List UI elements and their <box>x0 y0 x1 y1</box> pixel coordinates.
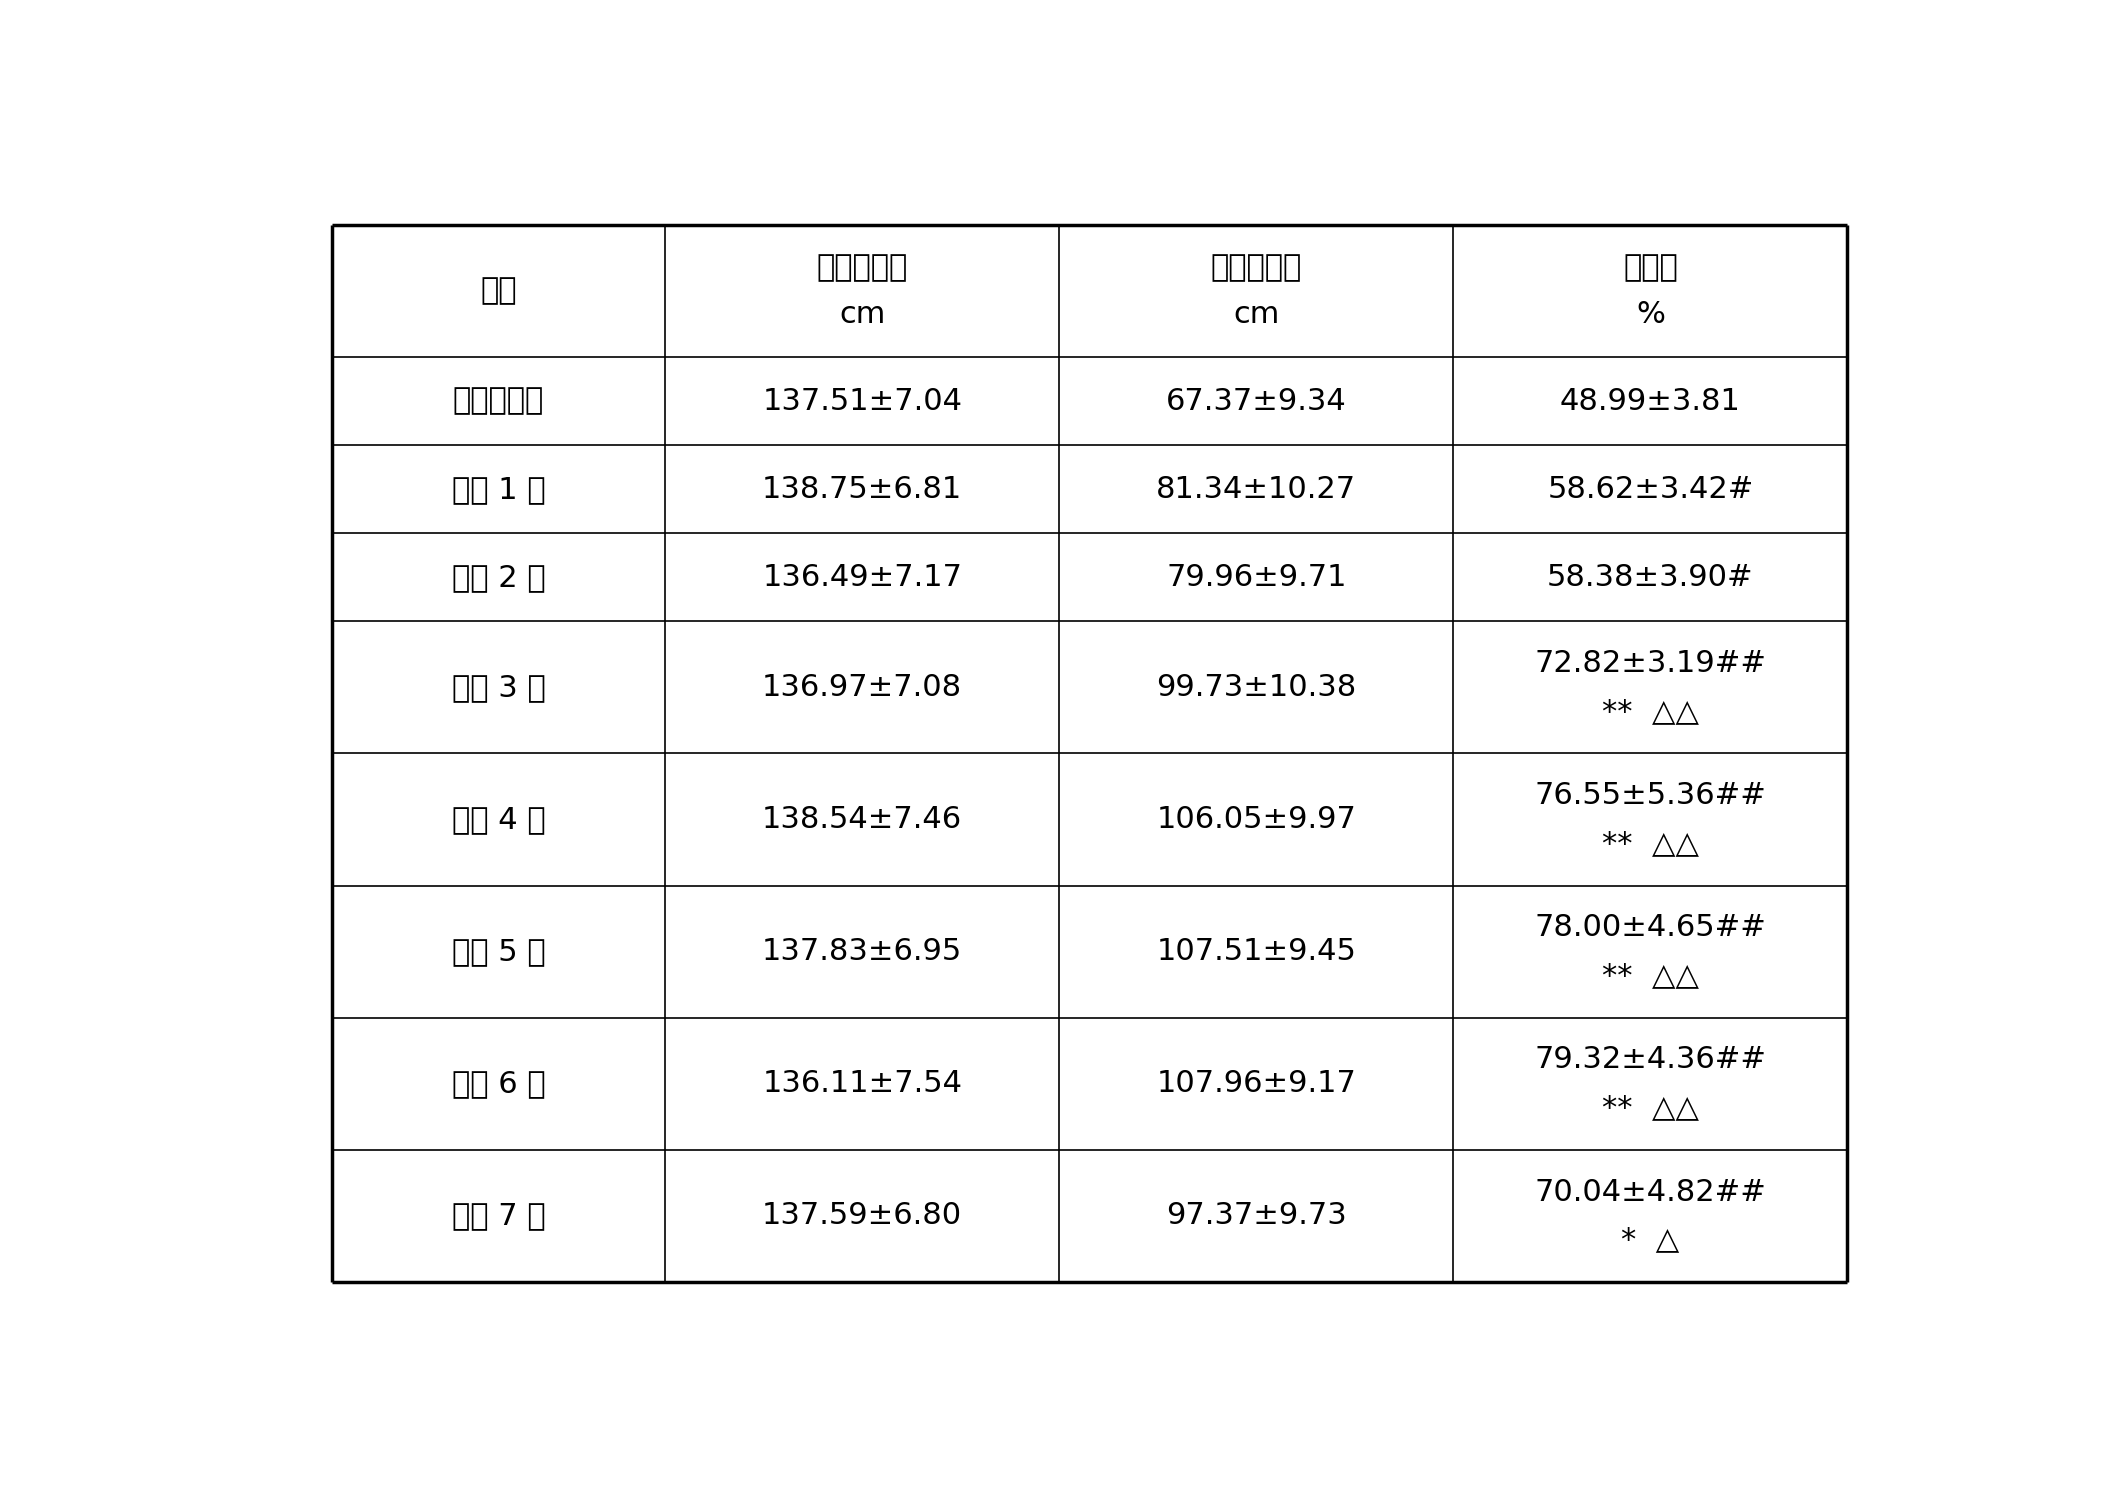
Text: 81.34±10.27: 81.34±10.27 <box>1157 474 1356 504</box>
Text: 78.00±4.65##: 78.00±4.65## <box>1535 913 1767 943</box>
Text: 58.38±3.90#: 58.38±3.90# <box>1548 562 1754 592</box>
Text: 模型对照组: 模型对照组 <box>453 386 544 416</box>
Text: 138.54±7.46: 138.54±7.46 <box>761 806 963 834</box>
Text: 72.82±3.19##: 72.82±3.19## <box>1535 649 1767 679</box>
Text: 48.99±3.81: 48.99±3.81 <box>1560 386 1741 416</box>
Text: 试验 2 组: 试验 2 组 <box>451 562 544 592</box>
Text: 79.96±9.71: 79.96±9.71 <box>1165 562 1346 592</box>
Text: 组别: 组别 <box>480 276 517 306</box>
Text: 百分比: 百分比 <box>1622 252 1677 282</box>
Text: 76.55±5.36##: 76.55±5.36## <box>1535 782 1767 810</box>
Text: **  △△: ** △△ <box>1601 1094 1699 1122</box>
Text: 70.04±4.82##: 70.04±4.82## <box>1535 1177 1767 1207</box>
Text: **  △△: ** △△ <box>1601 697 1699 725</box>
Text: 试验 5 组: 试验 5 组 <box>451 937 544 967</box>
Text: 79.32±4.36##: 79.32±4.36## <box>1535 1046 1767 1074</box>
Text: 试验 7 组: 试验 7 组 <box>451 1201 544 1231</box>
Text: 137.51±7.04: 137.51±7.04 <box>763 386 963 416</box>
Text: **  △△: ** △△ <box>1601 828 1699 858</box>
Text: **  △△: ** △△ <box>1601 961 1699 989</box>
Text: 炭末推进距: 炭末推进距 <box>1210 252 1301 282</box>
Text: 107.51±9.45: 107.51±9.45 <box>1157 937 1356 967</box>
Text: 137.59±6.80: 137.59±6.80 <box>761 1201 963 1231</box>
Text: cm: cm <box>1233 300 1280 330</box>
Text: 肠道总长度: 肠道总长度 <box>816 252 908 282</box>
Text: 138.75±6.81: 138.75±6.81 <box>761 474 963 504</box>
Text: 106.05±9.97: 106.05±9.97 <box>1157 806 1356 834</box>
Text: 136.49±7.17: 136.49±7.17 <box>763 562 963 592</box>
Text: 试验 6 组: 试验 6 组 <box>451 1070 544 1098</box>
Text: 试验 4 组: 试验 4 组 <box>451 806 544 834</box>
Text: 136.97±7.08: 136.97±7.08 <box>761 673 963 701</box>
Text: 试验 1 组: 试验 1 组 <box>451 474 544 504</box>
Text: *  △: * △ <box>1622 1225 1680 1255</box>
Text: 58.62±3.42#: 58.62±3.42# <box>1548 474 1754 504</box>
Text: 试验 3 组: 试验 3 组 <box>451 673 544 701</box>
Text: 67.37±9.34: 67.37±9.34 <box>1165 386 1346 416</box>
Text: 99.73±10.38: 99.73±10.38 <box>1157 673 1356 701</box>
Text: 97.37±9.73: 97.37±9.73 <box>1165 1201 1346 1231</box>
Text: 136.11±7.54: 136.11±7.54 <box>763 1070 963 1098</box>
Text: 107.96±9.17: 107.96±9.17 <box>1157 1070 1356 1098</box>
Text: %: % <box>1637 300 1665 330</box>
Text: 137.83±6.95: 137.83±6.95 <box>761 937 963 967</box>
Text: cm: cm <box>840 300 884 330</box>
